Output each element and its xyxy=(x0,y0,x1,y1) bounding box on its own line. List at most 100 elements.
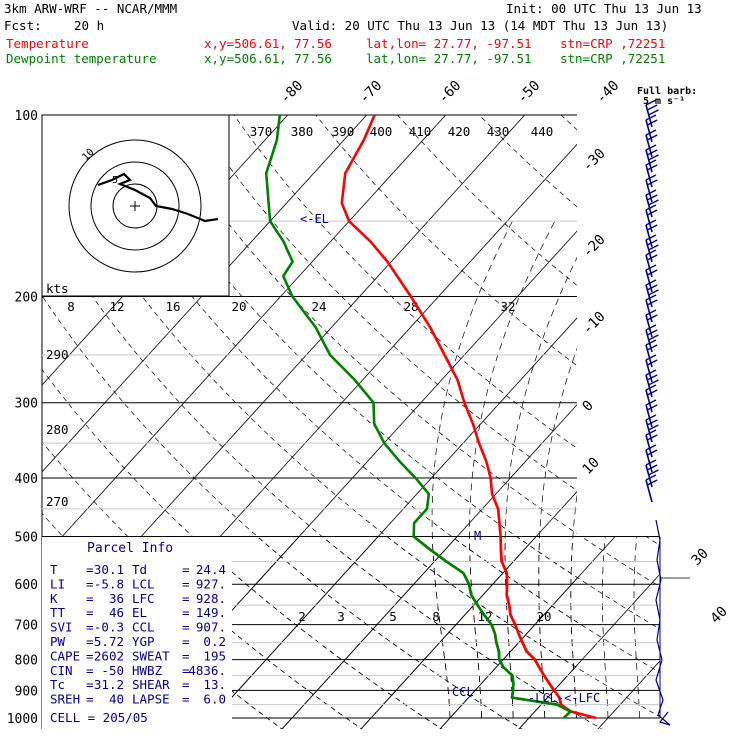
parcel-info-equals: = xyxy=(86,648,94,663)
parcel-info-equals: = xyxy=(182,591,190,606)
isotherm-line-low xyxy=(360,537,537,729)
isotherm-line xyxy=(281,404,577,729)
wind-speed-label: 8 xyxy=(67,299,75,314)
mixing-ratio-label: 3 xyxy=(337,609,345,624)
hodograph-ring xyxy=(68,139,202,273)
parcel-info-value: 40 xyxy=(109,692,124,707)
moist-adiabat-line xyxy=(634,221,740,718)
dry-adiabat-line-low xyxy=(516,537,660,630)
parcel-info-equals: = xyxy=(182,576,190,591)
parcel-info-equals: = xyxy=(182,634,190,649)
pressure-tick-label: 700 xyxy=(15,619,38,634)
wind-barb-flag xyxy=(645,219,657,226)
wind-barb-flag xyxy=(646,464,658,471)
isotherm-label: 40 xyxy=(708,604,731,627)
wind-barb-flag xyxy=(645,114,657,121)
dry-adiabat-line-low xyxy=(386,537,660,718)
dry-adiabat-line xyxy=(479,115,577,208)
parcel-info-key: LAPSE xyxy=(132,692,170,707)
wind-barb-flag xyxy=(646,254,658,261)
dry-adiabat-line xyxy=(725,115,740,731)
legend-temperature-name: Temperature xyxy=(6,36,89,51)
moist-adiabat-line xyxy=(431,221,513,719)
parcel-info-equals: = xyxy=(86,591,94,606)
legend-dewpoint-name: Dewpoint temperature xyxy=(6,51,157,66)
dry-adiabat-line-low xyxy=(316,115,740,731)
parcel-info-key: LFC xyxy=(132,591,155,606)
temperature-profile xyxy=(340,115,577,715)
barb-legend-value: 5 m s⁻¹ xyxy=(643,96,685,107)
theta-e-label: 440 xyxy=(531,124,554,139)
theta-e-label: 430 xyxy=(487,124,510,139)
parcel-info-value: 0.2 xyxy=(203,634,226,649)
parcel-info-key: SHEAR xyxy=(132,677,170,692)
wind-barb-flag xyxy=(645,264,657,271)
wind-barb-flag xyxy=(645,429,657,436)
isotherm-line xyxy=(42,115,368,473)
wind-barb-flag xyxy=(648,424,659,431)
theta-e-label: 420 xyxy=(448,124,471,139)
dewpoint-profile xyxy=(264,115,572,719)
parcel-info-title: Parcel Info xyxy=(87,541,173,556)
wind-barb-flag xyxy=(645,189,657,196)
parcel-info-value: 907. xyxy=(196,620,226,635)
theta-e-label: 380 xyxy=(291,124,314,139)
dewpoint-profile-low xyxy=(412,537,572,719)
mixing-ratio-label: 2 xyxy=(298,609,306,624)
parcel-info-value: 36 xyxy=(109,591,124,606)
isotherm-line-low xyxy=(281,537,458,729)
parcel-info-key: CCL xyxy=(132,620,155,635)
parcel-info-key: HWBZ xyxy=(132,663,163,678)
legend-dewpoint-stn: stn=CRP ,72251 xyxy=(560,51,666,66)
wind-barb-flag xyxy=(646,179,658,186)
pressure-tick-label: 600 xyxy=(15,578,38,593)
wind-speed-label: 32 xyxy=(500,299,515,314)
dry-adiabat-line-low xyxy=(257,537,523,729)
wind-barb-flag xyxy=(646,479,658,486)
wind-barb-flag xyxy=(645,339,657,346)
parcel-info-equals: = xyxy=(86,663,94,678)
wind-barb-flag xyxy=(646,104,658,111)
wind-barb-flag xyxy=(646,119,658,126)
parcel-info-equals: = xyxy=(86,634,94,649)
legend-temperature-latlon: lat,lon= 27.77, -97.51 xyxy=(366,36,532,51)
parcel-info-key: CIN xyxy=(50,663,73,678)
wind-barb-flag xyxy=(648,379,659,386)
wind-speed-label: 12 xyxy=(109,299,124,314)
model-title: 3km ARW-WRF -- NCAR/MMM xyxy=(4,1,178,16)
parcel-info-value: 927. xyxy=(196,576,226,591)
low-level-wind-trace xyxy=(655,519,671,726)
parcel-info-equals: = xyxy=(86,677,94,692)
parcel-info-key: LI xyxy=(50,576,65,591)
wind-barb-flag xyxy=(645,249,657,256)
wind-speed-label: 24 xyxy=(311,299,326,314)
parcel-info-equals: = xyxy=(86,576,94,591)
wind-barb-flag xyxy=(645,384,657,391)
parcel-info-key: TT xyxy=(50,605,66,620)
parcel-info-equals: = xyxy=(182,692,190,707)
init-time: Init: 00 UTC Thu 13 Jun 13 xyxy=(506,1,702,16)
dry-adiabat-line-low xyxy=(646,537,660,546)
parcel-info-value: 31.2 xyxy=(94,677,124,692)
pressure-tick-label: 1000 xyxy=(7,712,38,727)
isotherm-label: -30 xyxy=(580,146,609,175)
parcel-info-equals: = xyxy=(182,663,190,678)
parcel-info-equals: = xyxy=(86,692,94,707)
wind-barb-flag xyxy=(646,194,658,201)
parcel-info-background xyxy=(42,537,232,729)
lcl-lfc-marker: -LCL-<-LFC xyxy=(528,691,600,705)
isotherm-label: 10 xyxy=(580,455,603,478)
parcel-info-key: Tc xyxy=(50,677,65,692)
isotherm-line-low xyxy=(202,537,379,729)
wind-barb-flag xyxy=(645,309,657,316)
wind-barb-flag xyxy=(648,109,659,116)
wind-barb-flag xyxy=(648,334,659,341)
theta-e-label: 410 xyxy=(409,124,432,139)
moist-adiabat-line-low xyxy=(538,537,546,719)
dry-adiabat-line-low xyxy=(725,115,740,731)
wind-barb-flag xyxy=(646,149,658,156)
hodograph-ring xyxy=(90,161,180,251)
hodograph-trace xyxy=(97,172,219,223)
wind-barb-flag xyxy=(646,344,658,351)
